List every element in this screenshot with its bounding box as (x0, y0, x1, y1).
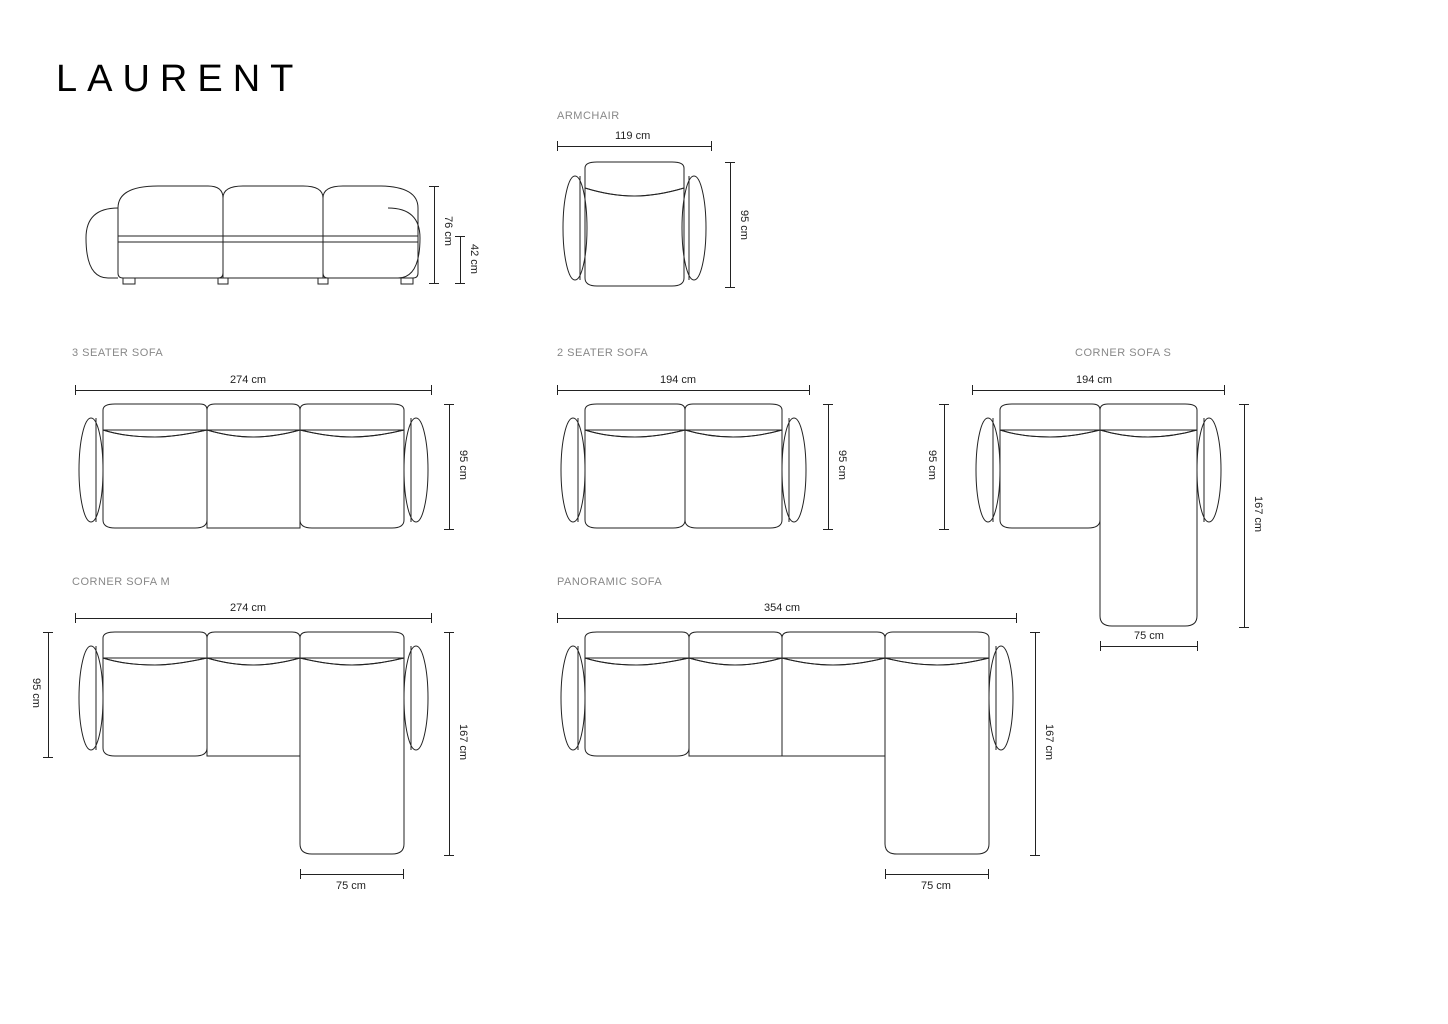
dim-line (300, 874, 404, 875)
dim-line (449, 632, 450, 856)
dim-274b: 274 cm (230, 602, 266, 614)
dim-167b: 167 cm (457, 724, 469, 760)
dim-119: 119 cm (615, 130, 650, 142)
dim-line (1100, 646, 1198, 647)
dim-line (885, 874, 989, 875)
label-3seater: 3 SEATER SOFA (72, 347, 163, 359)
dim-95c: 95 cm (836, 450, 848, 480)
dim-line (1244, 404, 1245, 628)
corner-m-drawing (75, 630, 432, 858)
dim-line (972, 390, 1225, 391)
front-elevation-drawing (78, 178, 428, 303)
dim-line (449, 404, 450, 530)
dim-75c: 75 cm (921, 880, 951, 892)
dim-line (75, 390, 432, 391)
dim-line (557, 146, 712, 147)
dim-194b: 194 cm (1076, 374, 1112, 386)
dim-line (48, 632, 49, 758)
dim-167a: 167 cm (1252, 496, 1264, 532)
dim-line (730, 162, 731, 288)
corner-s-drawing (972, 402, 1225, 630)
label-corner-s: CORNER SOFA S (1075, 347, 1171, 359)
dim-line (557, 390, 810, 391)
dim-line (557, 618, 1017, 619)
dim-167c: 167 cm (1043, 724, 1055, 760)
dim-95e: 95 cm (30, 678, 42, 708)
dim-line (944, 404, 945, 530)
dim-274a: 274 cm (230, 374, 266, 386)
label-panoramic: PANORAMIC SOFA (557, 576, 662, 588)
dim-95b: 95 cm (457, 450, 469, 480)
dim-76: 76 cm (442, 216, 454, 246)
three-seater-drawing (75, 402, 432, 532)
dim-95d: 95 cm (926, 450, 938, 480)
label-armchair: ARMCHAIR (557, 110, 620, 122)
dim-line (460, 236, 461, 284)
panoramic-drawing (557, 630, 1017, 858)
dim-line (1035, 632, 1036, 856)
dim-354: 354 cm (764, 602, 800, 614)
dim-75a: 75 cm (1134, 630, 1164, 642)
dim-95: 95 cm (738, 210, 750, 240)
dim-line (434, 186, 435, 284)
armchair-drawing (557, 160, 712, 290)
dim-194a: 194 cm (660, 374, 696, 386)
product-title: LAURENT (56, 58, 303, 101)
dim-75b: 75 cm (336, 880, 366, 892)
label-2seater: 2 SEATER SOFA (557, 347, 648, 359)
dim-line (828, 404, 829, 530)
two-seater-drawing (557, 402, 810, 532)
dim-42: 42 cm (468, 244, 480, 274)
dim-line (75, 618, 432, 619)
label-corner-m: CORNER SOFA M (72, 576, 170, 588)
